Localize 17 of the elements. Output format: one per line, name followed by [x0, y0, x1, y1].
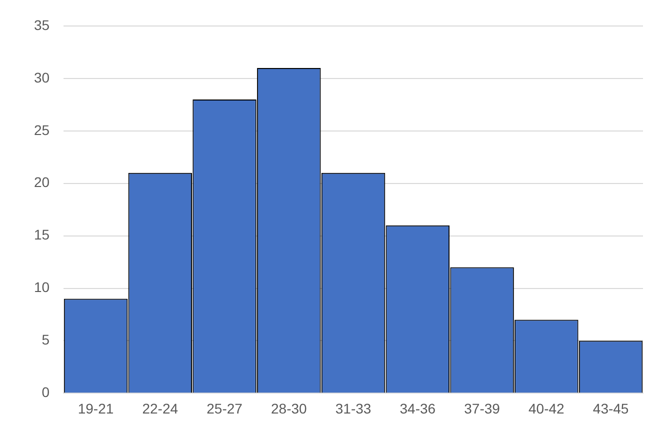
x-tick-label: 19-21	[78, 400, 114, 416]
x-tick-label: 40-42	[528, 400, 565, 416]
y-tick-label: 15	[34, 226, 50, 243]
x-tick-label: 37-39	[464, 400, 500, 416]
x-tick-label: 22-24	[142, 400, 178, 416]
y-tick-label: 5	[42, 332, 50, 348]
x-tick-label: 28-30	[271, 400, 308, 416]
x-tick-label: 31-33	[335, 400, 372, 416]
y-tick-label: 0	[42, 384, 50, 400]
x-tick-label: 34-36	[400, 400, 436, 416]
x-tick-label: 43-45	[592, 400, 629, 416]
y-tick-label: 35	[34, 16, 50, 33]
y-tick-label: 20	[34, 174, 50, 190]
y-tick-label: 30	[34, 69, 50, 86]
y-tick-label: 25	[34, 122, 50, 138]
x-tick-label: 25-27	[206, 400, 243, 416]
y-tick-label: 10	[34, 279, 50, 296]
